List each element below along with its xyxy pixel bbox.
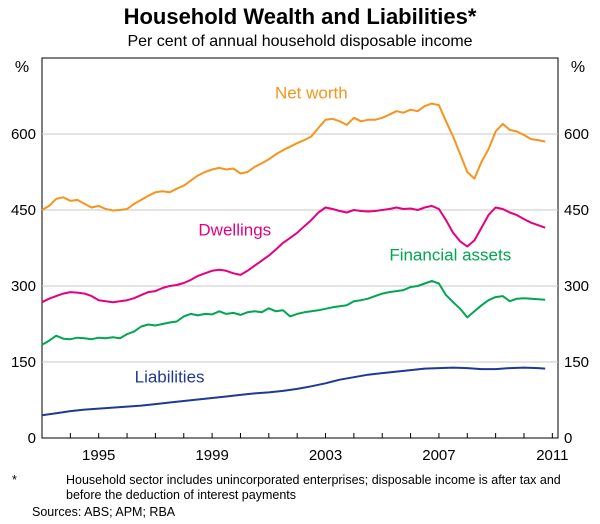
series-line-liabilities [41, 366, 546, 417]
y-tick-left-600: 600 [11, 126, 36, 143]
y-tick-right-0: 0 [564, 430, 572, 447]
y-tick-right-300: 300 [564, 278, 589, 295]
plot-frame [41, 57, 559, 439]
series-label-net-worth: Net worth [275, 84, 348, 103]
axis-ticks: 0 0 150 150 300 300 450 450 600 600 1995 1999 2003 20… [11, 126, 589, 464]
x-tick-2003: 2003 [309, 447, 342, 464]
y-tick-left-300: 300 [11, 278, 36, 295]
series-line-dwellings [41, 204, 546, 304]
series-label-dwellings: Dwellings [198, 220, 271, 239]
series-line-net-worth [41, 102, 546, 212]
series-label-liabilities: Liabilities [135, 367, 205, 386]
chart-title: Household Wealth and Liabilities* [124, 4, 477, 29]
y-unit-left: % [15, 59, 29, 76]
y-tick-left-0: 0 [28, 430, 36, 447]
x-tick-1999: 1999 [195, 447, 228, 464]
y-unit-right: % [571, 59, 585, 76]
x-tick-1995: 1995 [82, 447, 115, 464]
y-tick-right-450: 450 [564, 202, 589, 219]
y-tick-left-150: 150 [11, 354, 36, 371]
series-lines [41, 102, 546, 417]
y-tick-right-150: 150 [564, 354, 589, 371]
x-tick-2007: 2007 [422, 447, 455, 464]
x-tick-2011: 2011 [536, 447, 568, 464]
footnote-text: Household sector includes unincorporated… [66, 473, 561, 502]
y-tick-left-450: 450 [11, 202, 36, 219]
series-line-financial-assets [41, 279, 546, 346]
series-label-financial-assets: Financial assets [389, 246, 511, 265]
sources-note: Sources: ABS; APM; RBA [32, 505, 176, 519]
grid [42, 133, 558, 363]
y-tick-right-600: 600 [564, 126, 589, 143]
footnote-star: * [12, 473, 17, 487]
series-labels: Net worth Dwellings Financial assets Liabil… [135, 84, 512, 387]
chart-subtitle: Per cent of annual household disposable … [127, 33, 472, 50]
